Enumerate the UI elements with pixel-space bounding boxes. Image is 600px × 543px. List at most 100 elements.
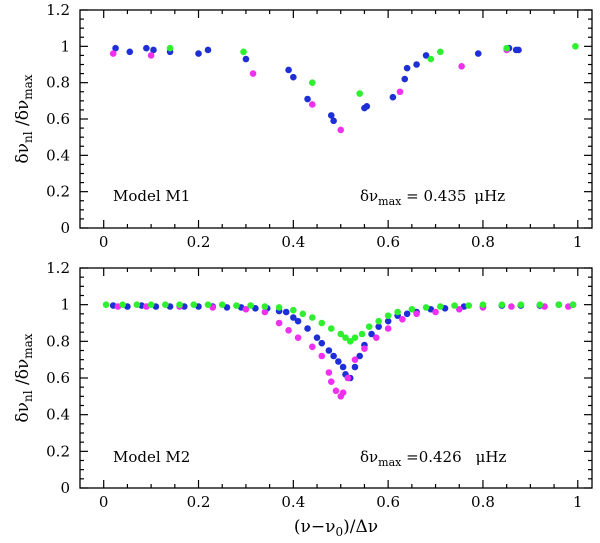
bottom-point-magenta bbox=[285, 327, 292, 334]
bottom-ytick-label: 1.2 bbox=[46, 259, 70, 277]
bottom-point-green bbox=[358, 330, 366, 338]
bottom-point-green bbox=[498, 301, 506, 308]
bottom-point-green bbox=[365, 323, 373, 330]
top-point-blue bbox=[327, 112, 335, 119]
bottom-xlabel: (ν−ν0)/Δν bbox=[294, 517, 378, 539]
bottom-point-green bbox=[275, 304, 283, 311]
bottom-xtick-label: 0 bbox=[99, 493, 109, 511]
bottom-ytick-label: 0.4 bbox=[46, 406, 70, 424]
top-point-green bbox=[166, 44, 174, 52]
top-point-blue bbox=[474, 50, 482, 57]
top-point-magenta bbox=[147, 52, 155, 59]
bottom-point-green bbox=[569, 301, 577, 308]
bottom-point-magenta bbox=[399, 316, 406, 323]
bottom-point-green bbox=[422, 304, 430, 311]
bottom-dnu-value: 0.426 bbox=[419, 448, 462, 466]
bottom-point-blue bbox=[325, 347, 333, 354]
bottom-point-green bbox=[318, 319, 326, 327]
bottom-point-green bbox=[555, 301, 563, 308]
top-point-blue bbox=[195, 50, 202, 57]
bottom-point-blue bbox=[339, 363, 347, 371]
top-point-blue bbox=[150, 46, 157, 54]
top-point-green bbox=[427, 55, 435, 63]
bottom-point-blue bbox=[356, 352, 364, 360]
bottom-point-magenta bbox=[261, 308, 269, 316]
top-dnu-unit: μHz bbox=[474, 187, 505, 205]
bottom-point-magenta bbox=[351, 356, 359, 363]
top-point-blue bbox=[330, 117, 337, 125]
bottom-point-green bbox=[337, 330, 345, 338]
bottom-point-green bbox=[176, 301, 183, 308]
top-point-blue bbox=[515, 46, 522, 54]
bottom-point-blue bbox=[368, 330, 375, 338]
bottom-point-green bbox=[119, 301, 126, 308]
top-model-label: Model M1 bbox=[113, 187, 190, 205]
bottom-ytick-label: 0.6 bbox=[46, 369, 70, 387]
bottom-point-green bbox=[218, 301, 226, 308]
top-point-magenta bbox=[308, 101, 316, 108]
bottom-point-magenta bbox=[432, 308, 439, 316]
top-dnu-symbol: δν bbox=[360, 187, 378, 205]
bottom-dnu-symbol: δν bbox=[360, 448, 378, 466]
bottom-point-green bbox=[346, 338, 354, 345]
bottom-point-magenta bbox=[332, 387, 340, 395]
bottom-point-magenta bbox=[327, 378, 335, 385]
top-point-blue bbox=[285, 66, 292, 74]
top-dnu-subscript: max bbox=[378, 195, 402, 208]
bottom-ytick-label: 0 bbox=[60, 479, 70, 497]
top-ytick-label: 0.2 bbox=[46, 183, 70, 201]
bottom-point-magenta bbox=[455, 305, 463, 313]
bottom-point-green bbox=[536, 301, 544, 308]
bottom-point-blue bbox=[313, 334, 321, 341]
bottom-point-magenta bbox=[275, 319, 283, 327]
bottom-point-green bbox=[451, 302, 458, 309]
bottom-point-green bbox=[147, 301, 155, 308]
bottom-point-blue bbox=[384, 317, 392, 325]
bottom-xtick-label: 0.4 bbox=[281, 493, 305, 511]
top-point-green bbox=[240, 48, 247, 56]
top-dnu-equals: = bbox=[401, 187, 423, 205]
bottom-point-green bbox=[190, 301, 198, 308]
bottom-point-green bbox=[517, 301, 525, 308]
bottom-dnu-subscript: max bbox=[378, 456, 402, 469]
bottom-point-blue bbox=[304, 325, 311, 332]
top-point-blue bbox=[304, 95, 311, 103]
bottom-point-magenta bbox=[372, 334, 380, 341]
bottom-point-green bbox=[375, 317, 382, 325]
bottom-point-magenta bbox=[294, 334, 302, 341]
bottom-point-magenta bbox=[242, 305, 250, 313]
top-axis-ticks: 0 0.2 0.4 0.6 0.8 1 0 0.2 0.4 0.6 0.8 1 1.2 bbox=[46, 1, 592, 251]
bottom-point-green bbox=[102, 301, 110, 308]
panel-bottom-m2: 0 0.2 0.4 0.6 0.8 1 0 0.2 0.4 0.6 0.8 1 1.2 Model M2… bbox=[13, 259, 593, 539]
panel-top-m1: 0 0.2 0.4 0.6 0.8 1 0 0.2 0.4 0.6 0.8 1 1.2 Model M1… bbox=[13, 1, 593, 251]
bottom-point-green bbox=[290, 306, 297, 314]
top-point-blue bbox=[403, 64, 411, 72]
top-point-green bbox=[356, 90, 364, 97]
top-xtick-label: 0 bbox=[99, 233, 109, 251]
top-point-blue bbox=[112, 44, 119, 52]
bottom-data-points bbox=[102, 301, 577, 400]
bottom-point-magenta bbox=[384, 325, 392, 332]
top-point-magenta bbox=[249, 70, 257, 77]
top-point-blue bbox=[204, 46, 212, 54]
bottom-point-blue bbox=[282, 308, 290, 316]
bottom-point-blue bbox=[330, 352, 337, 360]
top-xtick-label: 0.4 bbox=[281, 233, 305, 251]
top-point-magenta bbox=[458, 63, 465, 70]
bottom-xtick-label: 0.6 bbox=[376, 493, 400, 511]
bottom-point-green bbox=[351, 334, 359, 341]
bottom-dnu-unit: μHz bbox=[476, 448, 507, 466]
bottom-point-magenta bbox=[308, 343, 316, 351]
bottom-point-green bbox=[162, 301, 169, 308]
bottom-point-blue bbox=[403, 310, 411, 318]
top-point-blue bbox=[401, 75, 409, 83]
bottom-point-green bbox=[342, 334, 349, 341]
bottom-point-magenta bbox=[344, 374, 352, 382]
bottom-point-magenta bbox=[508, 303, 515, 310]
top-point-magenta bbox=[396, 88, 404, 96]
top-point-blue bbox=[413, 61, 420, 68]
top-point-green bbox=[503, 44, 510, 52]
bottom-point-green bbox=[384, 312, 392, 319]
bottom-point-green bbox=[465, 302, 473, 309]
